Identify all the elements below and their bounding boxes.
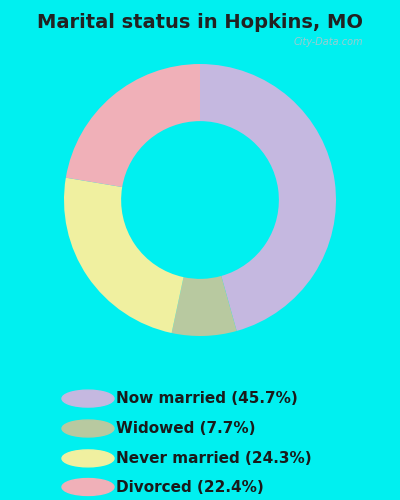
- Wedge shape: [200, 64, 336, 331]
- Text: City-Data.com: City-Data.com: [294, 37, 363, 47]
- Text: Marital status in Hopkins, MO: Marital status in Hopkins, MO: [37, 12, 363, 32]
- Wedge shape: [66, 64, 200, 187]
- Circle shape: [62, 478, 114, 496]
- Text: Now married (45.7%): Now married (45.7%): [116, 391, 298, 406]
- Wedge shape: [64, 178, 184, 333]
- Text: Divorced (22.4%): Divorced (22.4%): [116, 480, 264, 494]
- Wedge shape: [172, 276, 237, 336]
- Text: Never married (24.3%): Never married (24.3%): [116, 451, 312, 466]
- Circle shape: [62, 420, 114, 437]
- Circle shape: [62, 390, 114, 407]
- Text: Widowed (7.7%): Widowed (7.7%): [116, 421, 256, 436]
- Circle shape: [62, 450, 114, 467]
